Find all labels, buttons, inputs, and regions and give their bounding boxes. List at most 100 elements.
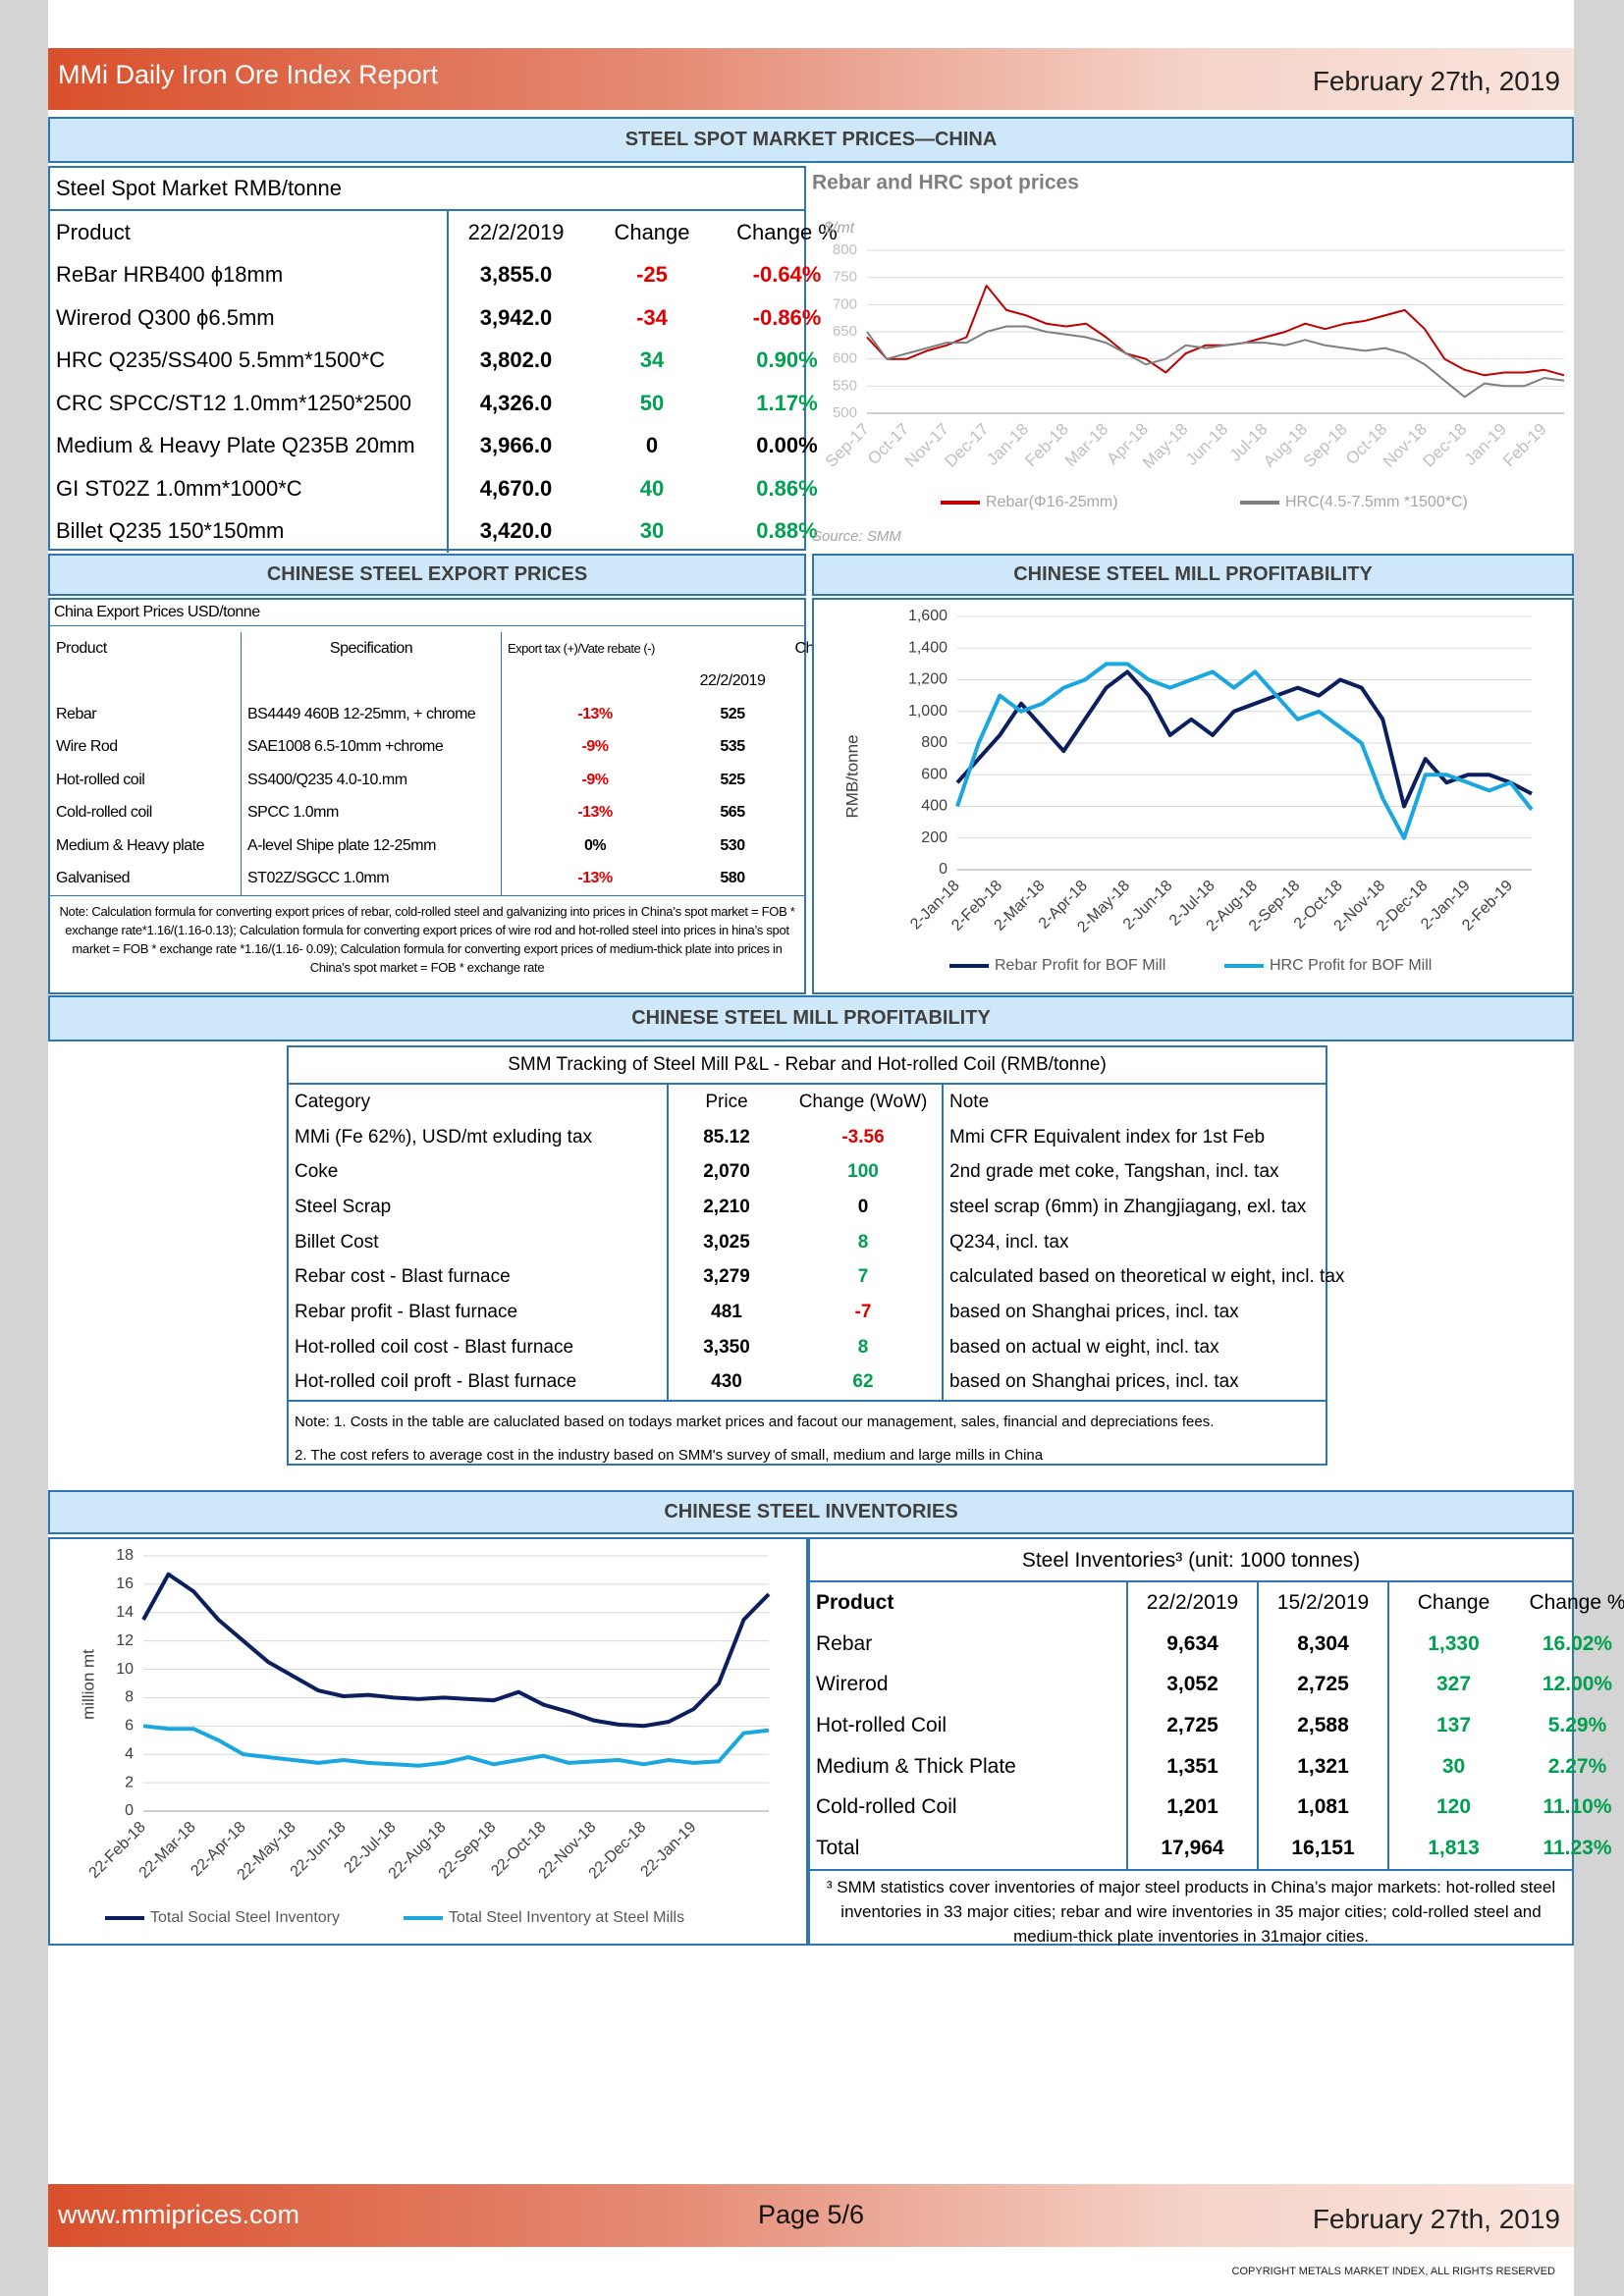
- section-title: CHINESE STEEL INVENTORIES: [48, 1490, 1574, 1534]
- y-tick-label: 14: [116, 1604, 134, 1621]
- table-cell: 5.29%: [1547, 1713, 1607, 1736]
- x-tick-label: 22-Jan-19: [637, 1819, 699, 1881]
- series-line: [142, 1724, 770, 1768]
- table-cell: 0.88%: [756, 518, 818, 544]
- table-cell: -3.56: [785, 1119, 944, 1155]
- y-tick-label: 0: [125, 1802, 134, 1819]
- y-tick-label: 800: [833, 241, 857, 258]
- spot-table-box: Steel Spot Market RMB/tonne Product 22/2/…: [48, 166, 838, 553]
- series-line: [141, 1572, 771, 1729]
- table-cell: 17,964: [1127, 1828, 1259, 1869]
- table-title: China Export Prices USD/tonne: [50, 600, 804, 626]
- table-note: ³ SMM statistics cover inventories of ma…: [810, 1868, 1572, 1952]
- table-cell: Wire Rod: [50, 730, 242, 764]
- table-cell: Change %: [736, 219, 838, 244]
- y-tick-label: 4: [125, 1745, 134, 1762]
- table-cell: 9,634: [1127, 1623, 1259, 1665]
- y-tick-label: 1,600: [908, 608, 947, 624]
- table-cell: 16.02%: [1542, 1631, 1613, 1655]
- table-cell: -25: [636, 262, 668, 288]
- table-cell: Hot-rolled coil: [50, 764, 242, 797]
- y-tick-label: 8: [125, 1689, 134, 1706]
- table-cell: Hot-rolled coil cost - Blast furnace: [289, 1329, 669, 1365]
- table-row: 22/2/2019: [50, 665, 865, 698]
- table-cell: 3,279: [703, 1266, 750, 1288]
- table-cell: 565: [720, 804, 745, 822]
- table-row: Product 22/2/2019 15/2/2019 Change Change %: [810, 1582, 1624, 1624]
- table-cell: 62: [785, 1364, 944, 1401]
- x-tick-label: Sep-17: [822, 420, 873, 471]
- table-row: Hot-rolled coil SS400/Q235 4.0-10.mm -9% 52…: [50, 764, 865, 797]
- legend-label: HRC Profit for BOF Mill: [1270, 957, 1432, 974]
- y-tick-label: 1,000: [908, 703, 947, 720]
- table-row: Hot-rolled coil proft - Blast furnace 430…: [289, 1364, 1377, 1401]
- table-note: 2. The cost refers to average cost in th…: [295, 1447, 1044, 1465]
- table-title: SMM Tracking of Steel Mill P&L - Rebar a…: [289, 1047, 1326, 1085]
- table-cell: [688, 632, 777, 666]
- table-cell: Medium & Heavy Plate Q235B 20mm: [50, 424, 449, 467]
- table-cell: 137: [1435, 1713, 1472, 1736]
- y-tick-label: 800: [921, 734, 947, 751]
- table-cell: Q234, incl. tax: [949, 1231, 1069, 1253]
- table-cell: 1,321: [1258, 1745, 1389, 1788]
- table-row: Billet Cost 3,025 8 Q234, incl. tax: [289, 1224, 1377, 1260]
- table-cell: Galvanised: [50, 862, 242, 895]
- table-cell: 2,070: [703, 1161, 750, 1183]
- y-tick-label: 6: [125, 1718, 134, 1735]
- table-cell: Billet Cost: [289, 1224, 669, 1260]
- table-cell: Product: [810, 1582, 1128, 1624]
- table-cell: 0.00%: [756, 433, 818, 458]
- table-cell: [241, 665, 502, 698]
- table-cell: -9%: [581, 771, 609, 788]
- export-table-box: China Export Prices USD/tonne Product Spe…: [48, 598, 847, 994]
- y-tick-label: 600: [833, 350, 857, 367]
- table-row: Product Specification Export tax (+)/Vate …: [50, 632, 865, 666]
- table-cell: 3,966.0: [479, 433, 553, 458]
- table-cell: 8: [785, 1329, 944, 1365]
- table-cell: Rebar profit - Blast furnace: [289, 1295, 669, 1330]
- table-cell: 8: [785, 1224, 944, 1260]
- table-cell: Note: [949, 1091, 990, 1112]
- table-cell: SS400/Q235 4.0-10.mm: [241, 764, 502, 797]
- table-cell: ReBar HRB400 ϕ18mm: [50, 253, 449, 296]
- table-cell: 2,210: [703, 1196, 750, 1217]
- table-cell: 3,942.0: [479, 304, 553, 330]
- x-tick-label: Feb-19: [1499, 420, 1550, 471]
- y-tick-label: 1,400: [908, 639, 947, 656]
- table-row: Total 17,964 16,151 1,813 11.23%: [810, 1828, 1624, 1869]
- table-cell: 2,725: [1127, 1705, 1259, 1746]
- series-line: [955, 669, 1533, 809]
- table-row: ReBar HRB400 ϕ18mm 3,855.0 -25 -0.64%: [50, 253, 853, 296]
- legend-label: HRC(4.5-7.5mm *1500*C): [1285, 494, 1468, 510]
- table-cell: Steel Scrap: [289, 1190, 669, 1225]
- table-row: Medium & Heavy Plate Q235B 20mm 3,966.0 0 0…: [50, 424, 853, 467]
- table-cell: 430: [711, 1371, 742, 1393]
- table-cell: Change (WoW): [785, 1085, 944, 1120]
- legend-label: Rebar Profit for BOF Mill: [995, 957, 1165, 974]
- table-cell: Hot-rolled Coil: [810, 1705, 1128, 1746]
- table-row: Wirerod 3,052 2,725 327 12.00%: [810, 1664, 1624, 1706]
- table-cell: Coke: [289, 1154, 669, 1191]
- table-cell: 3,420.0: [479, 518, 553, 544]
- y-axis-label: RMB/tonne: [842, 734, 861, 818]
- table-cell: Billet Q235 150*150mm: [50, 509, 449, 553]
- table-cell: 535: [720, 738, 745, 756]
- table-row: CRC SPCC/ST12 1.0mm*1250*2500 4,326.0 50 1.…: [50, 382, 853, 425]
- table-cell: ST02Z/SGCC 1.0mm: [241, 862, 502, 895]
- y-axis-label: million mt: [79, 1649, 97, 1720]
- table-cell: [50, 665, 242, 698]
- table-cell: calculated based on theoretical w eight,…: [949, 1266, 1345, 1288]
- table-cell: 1,081: [1258, 1787, 1389, 1829]
- chart-box: [812, 598, 1574, 994]
- table-row: Steel Scrap 2,210 0 steel scrap (6mm) in Zh…: [289, 1190, 1377, 1225]
- table-cell: Rebar: [50, 698, 242, 731]
- y-tick-label: 750: [833, 269, 857, 286]
- table-cell: -13%: [577, 804, 613, 822]
- table-cell: Change %: [1529, 1590, 1624, 1614]
- x-tick-label: Mar-18: [1061, 420, 1112, 471]
- table: Product 22/2/2019 Change Change % ReBar HRB4…: [50, 211, 853, 553]
- table-cell: 1,330: [1428, 1631, 1480, 1655]
